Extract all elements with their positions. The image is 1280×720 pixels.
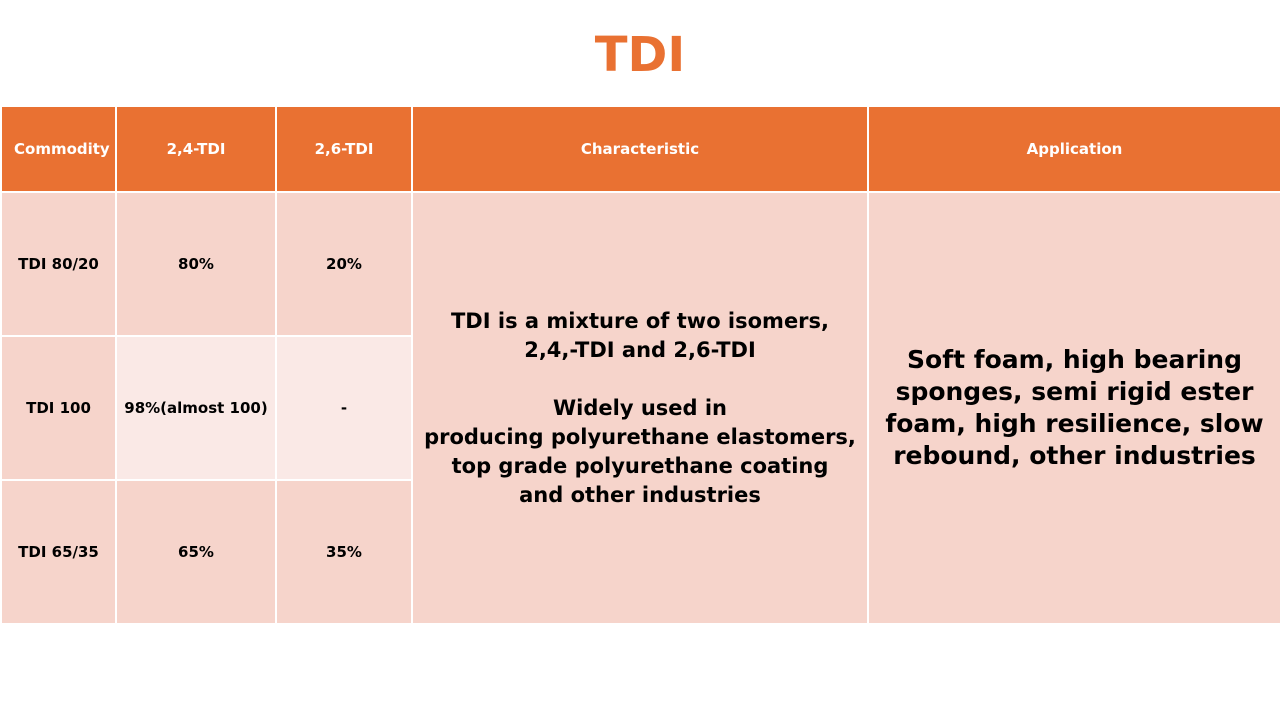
characteristic-cell: TDI is a mixture of two isomers, 2,4,-TD… — [411, 191, 869, 625]
characteristic-line: producing polyurethane elastomers, — [424, 424, 856, 449]
tdi24-cell: 80% — [115, 191, 277, 337]
table-header-row: Commodity 2,4-TDI 2,6-TDI Characteristic… — [0, 105, 1280, 193]
header-application: Application — [867, 105, 1280, 193]
header-24-tdi: 2,4-TDI — [115, 105, 277, 193]
commodity-cell: TDI 65/35 — [0, 479, 117, 625]
tdi24-cell: 65% — [115, 479, 277, 625]
application-cell: Soft foam, high bearing sponges, semi ri… — [867, 191, 1280, 625]
slide-title: TDI — [594, 27, 686, 83]
tdi24-cell: 98%(almost 100) — [115, 335, 277, 481]
characteristic-line: Widely used in — [552, 395, 728, 420]
characteristic-line: 2,4,-TDI and 2,6-TDI — [524, 337, 756, 362]
tdi26-cell: 20% — [275, 191, 413, 337]
characteristic-line: TDI is a mixture of two isomers, — [450, 308, 830, 333]
tdi26-cell: - — [275, 335, 413, 481]
tdi26-cell: 35% — [275, 479, 413, 625]
table-row: TDI 80/20 80% 20% TDI is a mixture of tw… — [0, 191, 1280, 625]
header-commodity: Commodity — [0, 105, 117, 193]
tdi-table: Commodity 2,4-TDI 2,6-TDI Characteristic… — [0, 105, 1280, 625]
characteristic-line: and other industries — [519, 482, 761, 507]
header-26-tdi: 2,6-TDI — [275, 105, 413, 193]
characteristic-line: top grade polyurethane coating — [451, 453, 829, 478]
table-row: TDI 100 98%(almost 100) - — [0, 335, 1280, 481]
commodity-cell: TDI 100 — [0, 335, 117, 481]
spacer — [419, 365, 861, 394]
header-characteristic: Characteristic — [411, 105, 869, 193]
commodity-cell: TDI 80/20 — [0, 191, 117, 337]
table-row: TDI 65/35 65% 35% — [0, 479, 1280, 625]
